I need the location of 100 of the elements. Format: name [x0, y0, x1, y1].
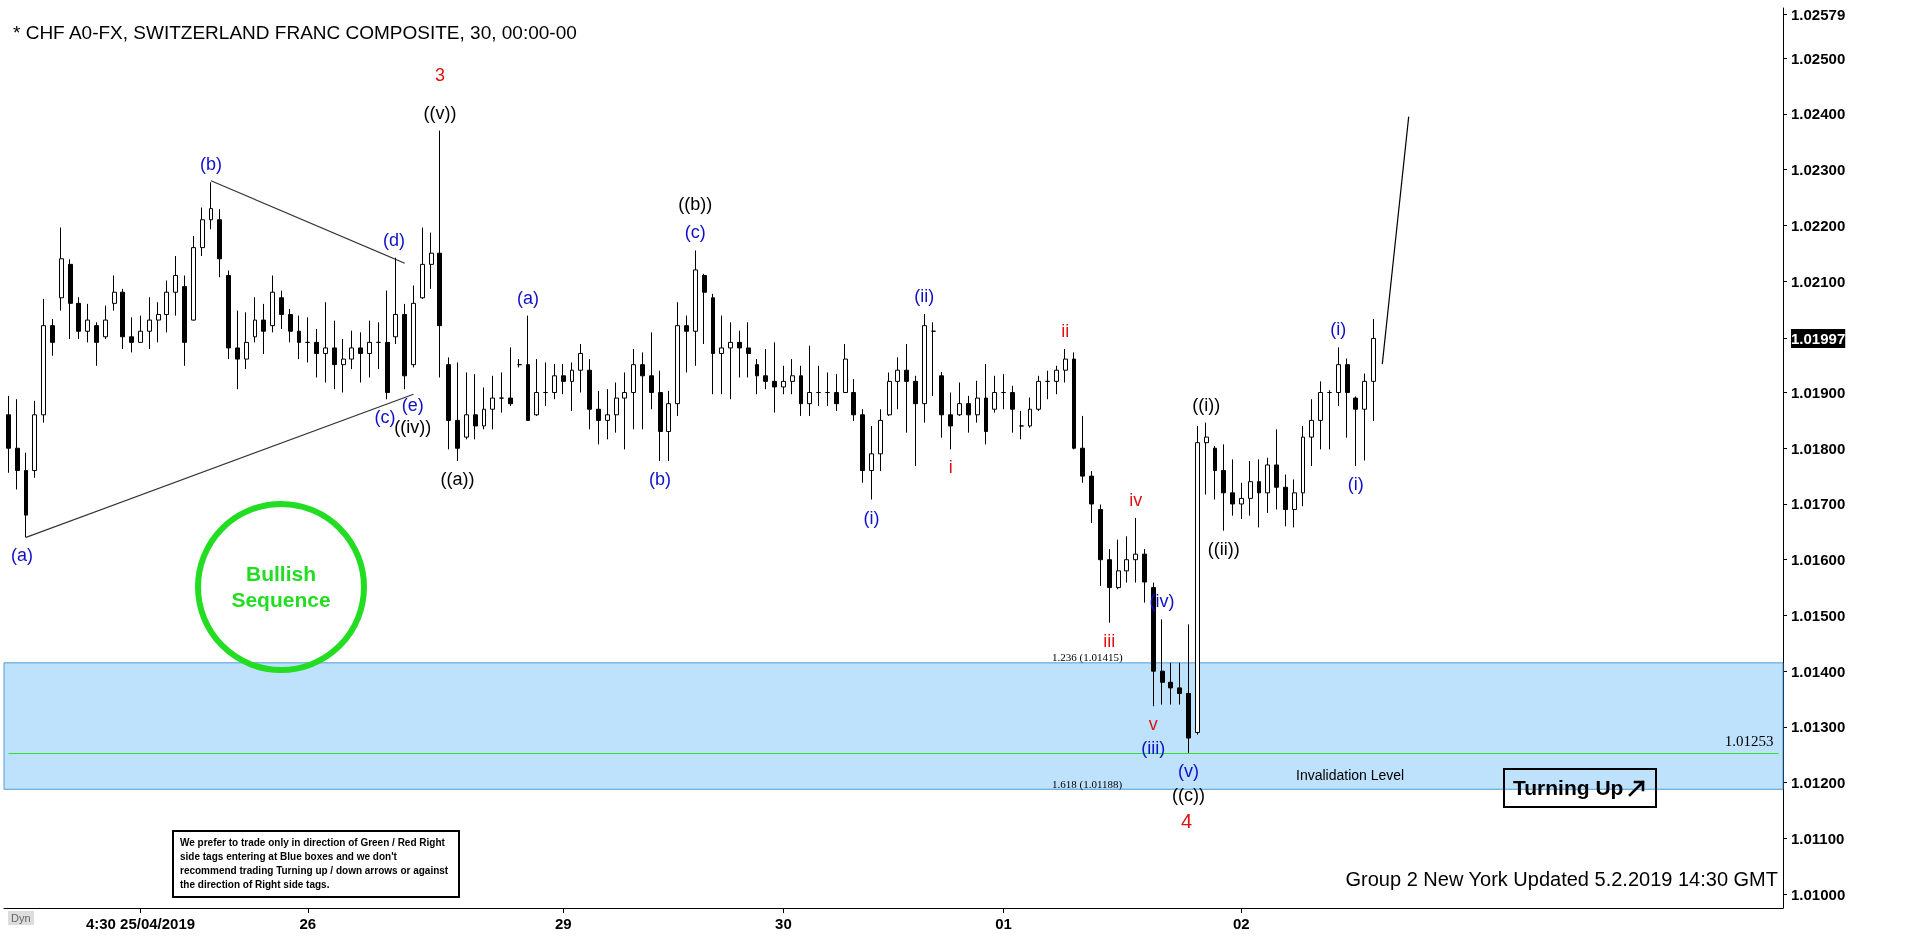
candlestick	[1063, 348, 1068, 383]
candlestick	[68, 258, 73, 340]
candlestick	[1080, 415, 1085, 484]
candlestick	[305, 316, 310, 363]
candlestick	[860, 408, 865, 484]
annotation: ii	[1061, 321, 1070, 342]
candlestick	[341, 338, 346, 394]
candlestick	[393, 257, 398, 345]
candlestick	[1098, 504, 1103, 587]
annotation: iii	[1103, 630, 1116, 651]
x-tick-label: 30	[775, 915, 792, 932]
candlestick	[763, 348, 768, 390]
text: * CHF A0-FX, SWITZERLAND FRANC COMPOSITE, 30, 00:00-00	[13, 22, 577, 43]
candlestick	[411, 285, 416, 368]
candlestick	[895, 356, 900, 410]
candlestick	[587, 358, 592, 430]
annotation: (i)	[863, 507, 880, 528]
candlestick	[1019, 410, 1024, 440]
y-tick-label: 1.02200	[1791, 216, 1846, 234]
candlestick	[922, 313, 927, 424]
candlestick	[1089, 470, 1094, 524]
candlestick	[1116, 539, 1121, 590]
candlestick	[913, 375, 918, 467]
note-box: We prefer to trade only in direction of Green / Red Right side tags entering at Blue boxes and we don't recommend trading Turning up / down arrows or against the direction of Right side tags.	[172, 830, 460, 898]
candlestick	[455, 361, 460, 462]
candlestick	[76, 296, 81, 340]
candlestick	[526, 315, 530, 422]
candlestick	[297, 315, 301, 360]
candlestick	[437, 130, 442, 378]
candlestick	[270, 274, 275, 333]
candlestick	[534, 358, 539, 417]
x-tick-label: 4:30 25/04/2019	[85, 915, 196, 932]
candlestick	[746, 321, 751, 378]
candlestick	[279, 290, 284, 330]
candlestick	[464, 371, 469, 440]
candlestick	[156, 301, 161, 343]
candlestick	[992, 375, 997, 414]
candlestick	[314, 328, 319, 378]
annotation: (b)	[649, 469, 672, 490]
annotation: 4	[1181, 810, 1193, 833]
candlestick	[1265, 457, 1270, 514]
y-tick-label: 1.01997	[1791, 329, 1846, 347]
candlestick	[402, 303, 407, 390]
candlestick	[50, 318, 55, 357]
y-tick-label: 1.01000	[1791, 885, 1846, 903]
candlestick	[217, 208, 222, 278]
y-tick-label: 1.02500	[1791, 49, 1846, 67]
candlestick	[358, 331, 363, 383]
y-tick-label: 1.02400	[1791, 105, 1846, 123]
candlestick	[984, 363, 988, 445]
candlestick	[1248, 460, 1253, 517]
candlestick	[129, 316, 134, 353]
candlestick	[1142, 548, 1147, 604]
annotation: (a)	[517, 287, 540, 308]
candlestick	[173, 255, 178, 317]
annotation: (v)	[1178, 761, 1200, 782]
candlestick	[1160, 618, 1165, 706]
annotation: Invalidation Level	[1296, 767, 1405, 783]
annotation: 1.618 (1.01188)	[1052, 778, 1123, 790]
candlestick	[904, 343, 909, 434]
candlestick	[41, 298, 46, 424]
candlestick	[816, 365, 821, 407]
candlestick	[490, 375, 495, 430]
candlestick	[349, 330, 354, 370]
candlestick	[1230, 458, 1235, 517]
candlestick	[728, 321, 733, 400]
candlestick	[772, 341, 777, 414]
candlestick	[420, 227, 425, 300]
candlestick	[675, 301, 680, 417]
annotation: ((i))	[1192, 394, 1221, 415]
candlestick	[578, 343, 583, 394]
candlestick	[120, 288, 125, 350]
candlestick	[332, 320, 337, 390]
annotation: v	[1148, 714, 1158, 735]
annotation: 1.236 (1.01415)	[1052, 651, 1123, 663]
x-tick-label: 26	[299, 915, 317, 932]
candlestick	[1186, 623, 1191, 754]
candlestick	[939, 371, 944, 439]
y-tick-label: 1.02100	[1791, 272, 1846, 290]
candlestick	[200, 207, 205, 257]
tag-box: Turning Up	[1503, 768, 1658, 808]
candlestick	[253, 296, 257, 343]
candlestick	[32, 400, 37, 479]
candlestick	[605, 388, 610, 440]
candlestick	[1221, 443, 1226, 532]
x-tick-label: 01	[995, 915, 1012, 932]
candlestick	[1213, 445, 1217, 501]
annotation: ((b))	[678, 194, 713, 215]
candlestick	[887, 371, 892, 417]
candlestick	[878, 408, 883, 472]
x-tick-label: 02	[1233, 915, 1250, 932]
y-tick-label: 1.01200	[1791, 774, 1846, 792]
candlestick	[948, 392, 953, 450]
candlestick	[1327, 389, 1332, 450]
candlestick	[931, 321, 936, 397]
annotation: (i)	[1330, 319, 1347, 340]
candlestick	[1274, 428, 1279, 511]
candlestick	[112, 274, 117, 312]
candlestick	[1124, 535, 1129, 584]
candlestick	[1001, 373, 1006, 410]
